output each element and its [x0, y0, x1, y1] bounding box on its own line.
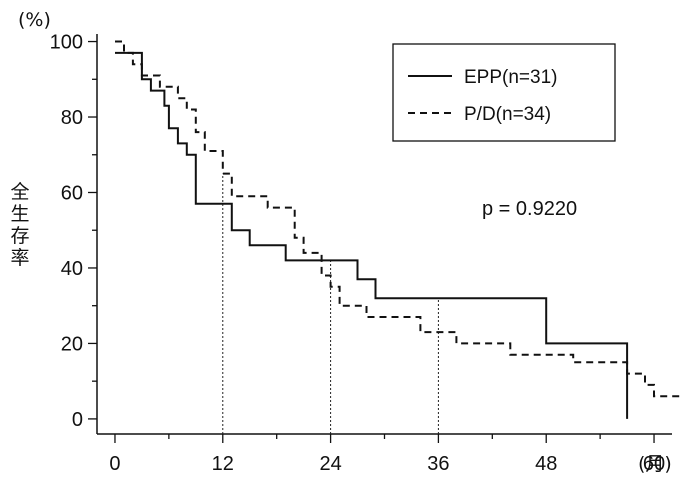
- y-axis-label-char: 生: [10, 203, 29, 225]
- y-tick-label: 80: [61, 107, 83, 129]
- x-tick-label: 36: [427, 453, 449, 475]
- y-tick-label: 20: [61, 333, 83, 355]
- x-tick-label: 48: [535, 453, 557, 475]
- x-tick-label: 60: [643, 453, 665, 475]
- y-axis-label-char: 率: [10, 247, 29, 269]
- series-line-pd: [115, 40, 681, 398]
- axes: 0 20 40 60 80 100 0 12 24 36 48 60: [50, 32, 672, 475]
- y-tick-label: 60: [61, 182, 83, 204]
- y-axis-label-char: 全: [10, 181, 29, 203]
- legend-box: [392, 43, 616, 142]
- legend: EPP(n=31) P/D(n=34): [392, 43, 616, 142]
- x-tick-label: 24: [319, 453, 341, 475]
- series-lines: [115, 40, 681, 419]
- y-axis-label-char: 存: [10, 225, 29, 247]
- x-unit-label: (月): [638, 453, 672, 475]
- legend-label-pd: P/D(n=34): [464, 104, 551, 125]
- y-tick-label: 0: [72, 409, 83, 431]
- p-value-annotation: p = 0.9220: [482, 198, 577, 220]
- legend-label-epp: EPP(n=31): [464, 67, 557, 88]
- reference-lines: [222, 173, 439, 434]
- x-tick-label: 0: [109, 453, 120, 475]
- y-unit-label: (%): [18, 9, 51, 31]
- x-tick-label: 12: [212, 453, 234, 475]
- series-line-epp: [115, 51, 629, 419]
- y-tick-label: 40: [61, 258, 83, 280]
- y-tick-label: 100: [50, 32, 83, 54]
